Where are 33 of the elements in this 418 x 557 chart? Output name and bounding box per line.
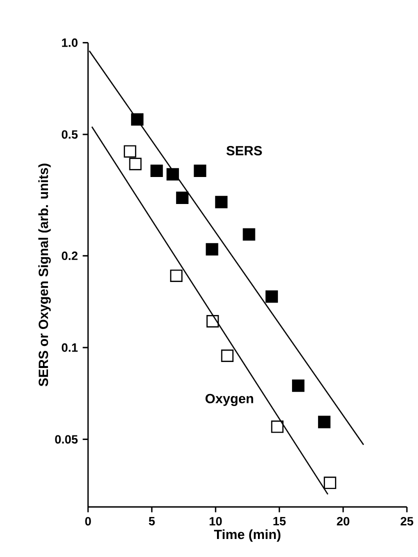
point	[170, 270, 182, 282]
y-tick-label: 0.1	[62, 343, 78, 352]
y-tick-label: 0.2	[62, 252, 78, 260]
x-tick-label: 15	[273, 516, 286, 526]
point	[221, 350, 234, 362]
point	[206, 243, 218, 256]
x-tick-label: 5	[148, 516, 155, 526]
x-tick-label: 20	[336, 516, 350, 526]
point	[124, 145, 136, 158]
series-label: SERS	[226, 146, 262, 156]
y-tick-label: 0.5	[62, 130, 78, 139]
point	[166, 168, 179, 181]
point	[271, 420, 284, 433]
point	[324, 476, 336, 490]
point	[194, 164, 206, 178]
x-tick-label: 0	[85, 516, 91, 526]
x-tick-label: 25	[400, 516, 414, 526]
point	[131, 113, 144, 126]
y-tick-label: 0.05	[55, 435, 78, 444]
point	[206, 315, 219, 328]
point	[265, 290, 278, 303]
point	[215, 196, 228, 208]
x-axis-title: Time (min)	[214, 529, 280, 542]
point	[318, 416, 330, 428]
point	[150, 164, 163, 178]
point	[176, 192, 188, 204]
x-tick-label: 10	[210, 516, 222, 526]
series-label: Oxygen	[206, 394, 254, 406]
y-tick-label: 1.0	[62, 38, 78, 47]
point	[292, 379, 304, 392]
point	[242, 228, 256, 241]
y-axis-title: SERS or Oxygen Signal (arb. units)	[38, 164, 51, 386]
point	[129, 158, 142, 170]
